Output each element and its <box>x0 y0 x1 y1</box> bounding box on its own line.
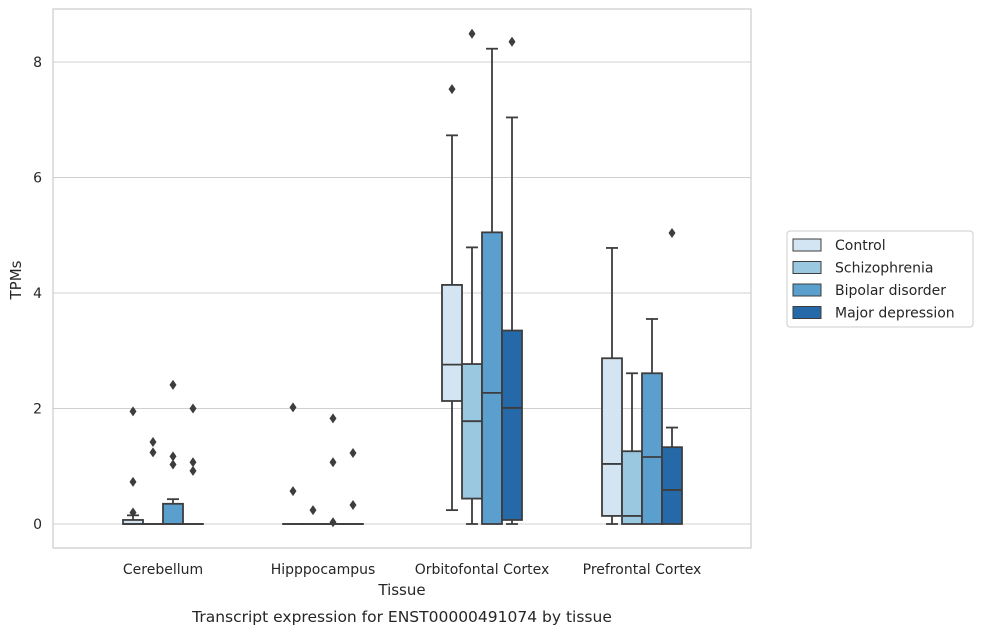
y-tick-label: 6 <box>33 171 42 187</box>
y-axis-title: TPMs <box>7 260 25 300</box>
outlier-point <box>350 448 357 458</box>
outlier-point <box>170 380 177 390</box>
outlier-point <box>330 413 337 423</box>
outlier-point <box>509 37 516 47</box>
chart-caption: Transcript expression for ENST0000049107… <box>191 608 612 626</box>
outlier-point <box>330 517 337 527</box>
box-control <box>123 406 143 524</box>
x-tick-label: Orbitofontal Cortex <box>415 562 550 578</box>
y-tick-label: 2 <box>33 402 42 418</box>
outlier-point <box>290 402 297 412</box>
box-major-depression <box>662 228 682 524</box>
x-tick-label: Hipppocampus <box>271 562 376 578</box>
legend-label: Bipolar disorder <box>835 283 946 299</box>
legend[interactable]: Control Schizophrenia Bipolar disorder Majo… <box>787 231 973 327</box>
outlier-point <box>150 437 157 447</box>
box-body <box>662 447 682 524</box>
box-body <box>642 373 662 524</box>
box-body <box>163 504 183 524</box>
outlier-point <box>130 406 137 416</box>
y-tick-label: 8 <box>33 55 42 71</box>
x-tick-label: Prefrontal Cortex <box>583 562 702 578</box>
legend-swatch <box>793 262 821 274</box>
outlier-point <box>190 466 197 476</box>
box-control <box>602 248 622 524</box>
box-body <box>482 232 502 524</box>
box-schizophrenia <box>303 505 323 524</box>
outlier-point <box>150 447 157 457</box>
outlier-point <box>310 505 317 515</box>
outlier-point <box>449 84 456 94</box>
legend-swatch <box>793 284 821 296</box>
box-body <box>602 358 622 516</box>
outlier-point <box>190 404 197 414</box>
y-tick-labels: 0 2 4 6 8 <box>33 55 42 533</box>
box-plots <box>123 29 682 528</box>
x-tick-label: Cerebellum <box>123 562 203 578</box>
box-body <box>462 364 482 499</box>
box-schizophrenia <box>462 29 482 524</box>
y-tick-label: 0 <box>33 517 42 533</box>
x-axis-title: Tissue <box>377 581 425 599</box>
box-control <box>283 402 303 524</box>
box-schizophrenia <box>143 437 163 524</box>
legend-swatch <box>793 307 821 319</box>
outlier-point <box>469 29 476 39</box>
box-bipolar-disorder <box>642 319 662 524</box>
box-body <box>442 285 462 401</box>
box-major-depression <box>502 37 522 524</box>
x-tick-labels: Cerebellum Hipppocampus Orbitofontal Corte… <box>123 562 701 578</box>
outlier-point <box>330 457 337 467</box>
legend-label: Major depression <box>835 306 955 322</box>
box-bipolar-disorder <box>163 380 183 524</box>
legend-label: Schizophrenia <box>835 261 933 277</box>
outlier-point <box>190 457 197 467</box>
legend-label: Control <box>835 238 886 254</box>
box-body <box>622 451 642 524</box>
outlier-point <box>350 500 357 510</box>
box-body <box>502 331 522 520</box>
box-bipolar-disorder <box>482 49 502 524</box>
box-major-depression <box>343 448 363 524</box>
legend-swatch <box>793 239 821 251</box>
box-schizophrenia <box>622 373 642 524</box>
box-control <box>442 84 462 510</box>
outlier-point <box>170 451 177 461</box>
outlier-point <box>669 228 676 238</box>
outlier-point <box>290 486 297 496</box>
box-major-depression <box>183 404 203 525</box>
outlier-point <box>130 477 137 487</box>
y-tick-label: 4 <box>33 286 42 302</box>
box-bipolar-disorder <box>323 413 343 527</box>
